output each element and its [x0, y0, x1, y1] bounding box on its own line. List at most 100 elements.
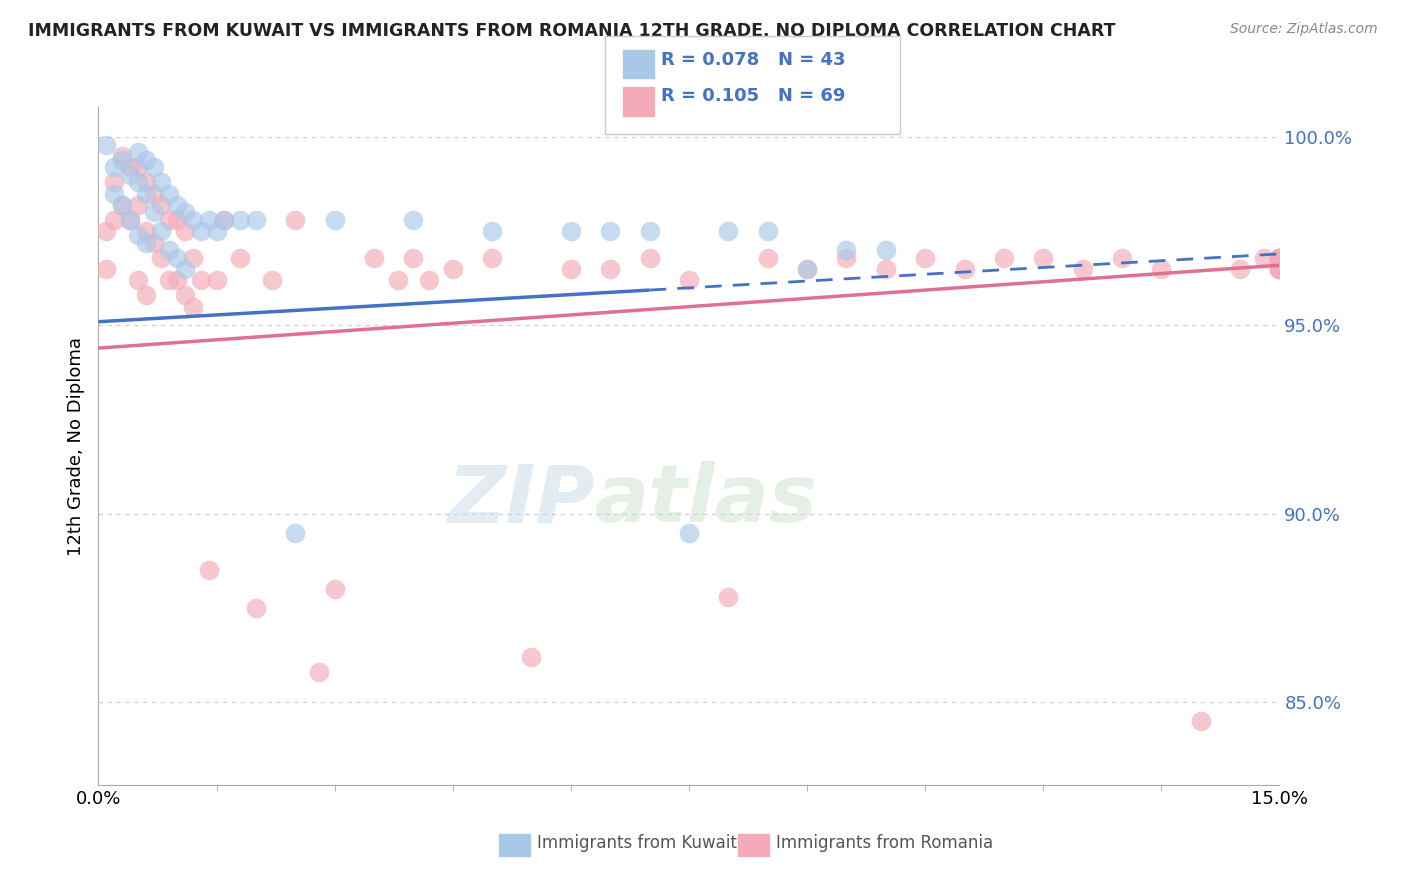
- Point: [118, 168, 141, 182]
- Point: [135, 186, 157, 201]
- Point: [520, 649, 543, 664]
- Point: [1268, 262, 1291, 277]
- Point: [993, 251, 1015, 265]
- Point: [717, 590, 740, 604]
- Text: ZIP: ZIP: [447, 461, 595, 540]
- Point: [150, 251, 173, 265]
- Point: [174, 262, 197, 277]
- Point: [308, 665, 330, 679]
- Point: [1268, 251, 1291, 265]
- Point: [1111, 251, 1133, 265]
- Point: [441, 262, 464, 277]
- Point: [150, 198, 173, 212]
- Point: [118, 161, 141, 175]
- Point: [142, 235, 165, 250]
- Point: [245, 213, 267, 227]
- Point: [96, 262, 118, 277]
- Text: R = 0.105   N = 69: R = 0.105 N = 69: [661, 87, 845, 104]
- Point: [135, 224, 157, 238]
- Point: [127, 161, 149, 175]
- Point: [363, 251, 385, 265]
- Point: [166, 198, 188, 212]
- Point: [1268, 262, 1291, 277]
- Point: [111, 198, 134, 212]
- Text: Immigrants from Romania: Immigrants from Romania: [776, 834, 993, 852]
- Point: [229, 251, 252, 265]
- Point: [638, 224, 661, 238]
- Point: [678, 525, 700, 540]
- Point: [1229, 262, 1251, 277]
- Point: [1253, 251, 1275, 265]
- Point: [914, 251, 936, 265]
- Point: [166, 251, 188, 265]
- Point: [214, 213, 236, 227]
- Text: Immigrants from Kuwait: Immigrants from Kuwait: [537, 834, 737, 852]
- Point: [284, 525, 307, 540]
- Point: [181, 213, 204, 227]
- Point: [402, 213, 425, 227]
- Point: [284, 213, 307, 227]
- Point: [127, 175, 149, 189]
- Point: [835, 243, 858, 257]
- Point: [875, 262, 897, 277]
- Point: [166, 273, 188, 287]
- Point: [323, 213, 346, 227]
- Point: [127, 273, 149, 287]
- Point: [135, 288, 157, 302]
- Point: [142, 161, 165, 175]
- Point: [150, 175, 173, 189]
- Point: [190, 273, 212, 287]
- Point: [638, 251, 661, 265]
- Point: [103, 186, 125, 201]
- Point: [1032, 251, 1054, 265]
- Point: [953, 262, 976, 277]
- Point: [157, 273, 180, 287]
- Point: [1189, 714, 1212, 728]
- Point: [796, 262, 818, 277]
- Point: [717, 224, 740, 238]
- Point: [197, 213, 219, 227]
- Point: [678, 273, 700, 287]
- Point: [181, 300, 204, 314]
- Point: [190, 224, 212, 238]
- Point: [127, 145, 149, 160]
- Point: [181, 251, 204, 265]
- Point: [1268, 262, 1291, 277]
- Point: [796, 262, 818, 277]
- Point: [323, 582, 346, 596]
- Point: [111, 149, 134, 163]
- Point: [103, 213, 125, 227]
- Point: [245, 601, 267, 615]
- Point: [418, 273, 440, 287]
- Point: [875, 243, 897, 257]
- Point: [205, 224, 228, 238]
- Text: R = 0.078   N = 43: R = 0.078 N = 43: [661, 51, 845, 69]
- Point: [1268, 251, 1291, 265]
- Point: [481, 251, 503, 265]
- Point: [205, 273, 228, 287]
- Point: [599, 262, 621, 277]
- Point: [96, 224, 118, 238]
- Point: [560, 262, 582, 277]
- Point: [127, 228, 149, 243]
- Point: [229, 213, 252, 227]
- Point: [142, 205, 165, 219]
- Point: [111, 153, 134, 167]
- Point: [1071, 262, 1094, 277]
- Point: [127, 198, 149, 212]
- Point: [111, 198, 134, 212]
- Text: atlas: atlas: [595, 461, 817, 540]
- Point: [481, 224, 503, 238]
- Point: [157, 186, 180, 201]
- Point: [135, 153, 157, 167]
- Point: [135, 235, 157, 250]
- Point: [96, 137, 118, 152]
- Text: IMMIGRANTS FROM KUWAIT VS IMMIGRANTS FROM ROMANIA 12TH GRADE, NO DIPLOMA CORRELA: IMMIGRANTS FROM KUWAIT VS IMMIGRANTS FRO…: [28, 22, 1115, 40]
- Text: Source: ZipAtlas.com: Source: ZipAtlas.com: [1230, 22, 1378, 37]
- Point: [756, 224, 779, 238]
- Y-axis label: 12th Grade, No Diploma: 12th Grade, No Diploma: [66, 336, 84, 556]
- Point: [103, 161, 125, 175]
- Point: [1268, 251, 1291, 265]
- Point: [402, 251, 425, 265]
- Point: [260, 273, 283, 287]
